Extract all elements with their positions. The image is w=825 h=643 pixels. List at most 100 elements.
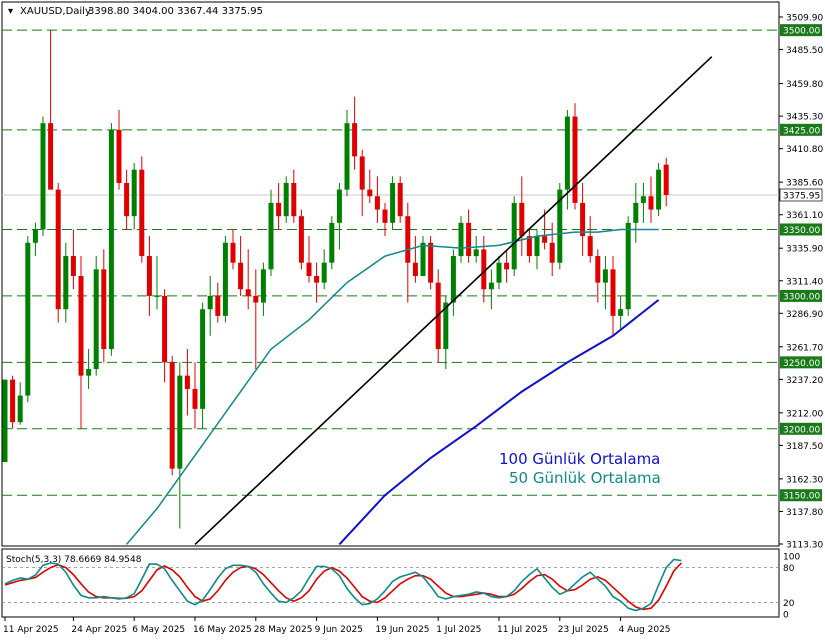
stochastic-lines: [2, 558, 779, 612]
candle-body: [93, 269, 99, 369]
level-label-bg: [780, 489, 822, 502]
candle-body: [154, 295, 160, 297]
candle-body: [656, 169, 662, 210]
candle-body: [306, 262, 312, 276]
ohlc-readout: 3398.80 3404.00 3367.44 3375.95: [88, 6, 263, 17]
current-price-label-bg: [779, 188, 823, 202]
candle-body: [215, 295, 221, 316]
candle-body: [595, 256, 601, 283]
level-label-bg: [780, 422, 822, 435]
candle-body: [116, 129, 122, 183]
candle-body: [192, 388, 198, 409]
candle-body: [253, 295, 259, 303]
candle-body: [367, 189, 373, 197]
candle-body: [466, 222, 472, 257]
candle-body: [336, 189, 342, 223]
candle-body: [526, 236, 532, 257]
candle-body: [534, 236, 540, 257]
level-label-bg: [780, 24, 822, 37]
candle-body: [488, 282, 494, 290]
candle-body: [564, 116, 570, 190]
chart-header: ▾ XAUUSD,Daily 3398.80 3404.00 3367.44 3…: [8, 6, 263, 17]
stoch-axis-label: 100: [783, 553, 800, 563]
ma50-annotation: 50 Günlük Ortalama: [509, 469, 661, 487]
y-tick-label: 3286.90: [786, 310, 823, 320]
candle-body: [245, 289, 251, 296]
price-axis: 3509.90 3485.50 3459.80 3435.30 3410.80 3385.…: [779, 14, 823, 551]
candle-body: [602, 269, 608, 283]
candle-body: [640, 196, 646, 203]
level-label-bg: [780, 289, 822, 302]
level-label: 3425.00: [783, 126, 820, 136]
candle-body: [549, 242, 555, 263]
candle-body: [298, 216, 304, 263]
level-label-bg: [780, 123, 822, 136]
ma50-line: [126, 228, 659, 545]
candle-body: [10, 379, 16, 423]
candle-body: [48, 123, 54, 190]
candle-body: [580, 202, 586, 237]
candle-body: [511, 202, 517, 270]
candle-body: [610, 269, 616, 316]
stoch-main-line: [4, 558, 682, 612]
ma100-annotation: 100 Günlük Ortalama: [499, 450, 660, 468]
ma100-line: [338, 299, 660, 546]
candle-body: [344, 123, 350, 190]
candle-body: [557, 189, 563, 263]
y-tick-label: 3237.20: [786, 376, 823, 386]
candle-body: [572, 116, 578, 203]
x-tick-label: 1 Jul 2025: [436, 625, 481, 635]
candle-body: [86, 368, 92, 376]
candle-body: [633, 202, 639, 223]
candle-body: [207, 295, 213, 310]
candle-body: [359, 156, 365, 190]
candle-body: [390, 182, 396, 223]
candle-body: [443, 302, 449, 350]
candle-body: [238, 262, 244, 290]
level-label: 3150.00: [783, 492, 820, 502]
x-tick-label: 6 May 2025: [132, 625, 185, 635]
x-tick-label: 11 Apr 2025: [3, 625, 59, 635]
level-label: 3350.00: [783, 226, 820, 236]
stoch-axis-label: 80: [783, 564, 795, 574]
level-label: 3250.00: [783, 359, 820, 369]
candle-body: [397, 182, 403, 217]
candle-body: [382, 209, 388, 223]
support-trendline: [194, 56, 713, 545]
candle-body: [329, 222, 335, 263]
candle-body: [70, 256, 76, 276]
y-tick-label: 3509.90: [786, 14, 823, 24]
candle-body: [473, 249, 479, 257]
candle-body: [230, 242, 236, 263]
candle-body: [78, 275, 84, 376]
y-tick-label: 3137.80: [786, 508, 823, 518]
stoch-title: Stoch(5,3,3) 78.6669 84.9548: [6, 555, 142, 565]
level-label-bg: [780, 356, 822, 369]
y-tick-label: 3335.90: [786, 245, 823, 255]
candle-body: [314, 275, 320, 283]
y-tick-label: 3212.00: [786, 409, 823, 419]
x-tick-label: 24 Apr 2025: [71, 625, 127, 635]
y-tick-label: 3261.70: [786, 343, 823, 353]
svg-text:XAUUSD,Daily: XAUUSD,Daily: [20, 6, 91, 17]
candle-body: [25, 242, 31, 396]
candle-body: [412, 262, 418, 276]
stoch-axis-label: 20: [783, 599, 795, 609]
y-tick-label: 3187.50: [786, 442, 823, 452]
y-tick-label: 3385.60: [786, 179, 823, 189]
x-tick-label: 28 May 2025: [254, 625, 313, 635]
y-tick-label: 3113.30: [786, 541, 823, 551]
candle-body: [450, 256, 456, 303]
level-label: 3300.00: [783, 292, 820, 302]
x-tick-label: 19 Jun 2025: [375, 625, 429, 635]
x-tick-label: 16 May 2025: [193, 625, 252, 635]
candle-body: [291, 182, 297, 217]
candle-body: [55, 189, 61, 310]
x-tick-label: 9 Jun 2025: [315, 625, 363, 635]
candle-body: [124, 182, 130, 217]
candle-body: [587, 236, 593, 257]
candle-body: [458, 222, 464, 257]
